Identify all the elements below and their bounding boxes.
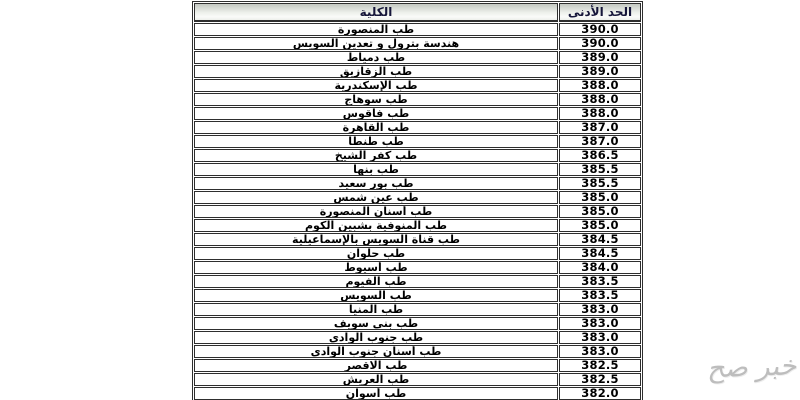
table-row: طب الفيوم 383.5 [194, 275, 641, 288]
college-cell: طب العريش [194, 373, 558, 386]
min-score-cell: 385.0 [559, 205, 641, 218]
min-score-cell: 382.5 [559, 359, 641, 372]
table-row: طب أسوان 382.0 [194, 387, 641, 400]
college-cell: طب المنيا [194, 303, 558, 316]
college-cell: طب بور سعيد [194, 177, 558, 190]
table-row: طب أسنان جنوب الوادي 383.0 [194, 345, 641, 358]
table-row: طب حلوان 384.5 [194, 247, 641, 260]
college-cell: طب كفر الشيخ [194, 149, 558, 162]
table-row: طب دمياط 389.0 [194, 51, 641, 64]
table-row: طب عين شمس 385.0 [194, 191, 641, 204]
watermark: خبر صح [705, 350, 800, 385]
table-row: طب الاقصر 382.5 [194, 359, 641, 372]
min-score-cell: 386.5 [559, 149, 641, 162]
college-cell: طب بنها [194, 163, 558, 176]
college-cell: طب السويس [194, 289, 558, 302]
college-cell: هندسة بترول و تعدين السويس [194, 37, 558, 50]
college-cell: طب أسنان المنصورة [194, 205, 558, 218]
college-cell: طب الإسكندرية [194, 79, 558, 92]
table-row: طب كفر الشيخ 386.5 [194, 149, 641, 162]
table-row: طب المنوفية بشبين الكوم 385.0 [194, 219, 641, 232]
min-score-cell: 390.0 [559, 23, 641, 36]
min-score-cell: 383.0 [559, 331, 641, 344]
min-score-column-header: الحد الأدنى [559, 3, 641, 22]
min-score-cell: 384.5 [559, 233, 641, 246]
min-score-cell: 383.0 [559, 345, 641, 358]
college-cell: طب الزقازيق [194, 65, 558, 78]
college-cell: طب أسنان جنوب الوادي [194, 345, 558, 358]
college-cell: طب الاقصر [194, 359, 558, 372]
college-column-header: الكلية [194, 3, 558, 22]
min-score-cell: 383.0 [559, 303, 641, 316]
table-row: طب بني سويف 383.0 [194, 317, 641, 330]
college-cell: طب جنوب الوادي [194, 331, 558, 344]
min-score-cell: 389.0 [559, 51, 641, 64]
min-score-cell: 383.5 [559, 289, 641, 302]
table-row: طب المنيا 383.0 [194, 303, 641, 316]
min-score-cell: 384.5 [559, 247, 641, 260]
college-cell: طب طنطا [194, 135, 558, 148]
min-score-cell: 385.5 [559, 163, 641, 176]
college-cell: طب أسوان [194, 387, 558, 400]
table-row: طب قناة السويس بالإسماعيلية 384.5 [194, 233, 641, 246]
college-cell: طب أسيوط [194, 261, 558, 274]
table-body: طب المنصورة 390.0 هندسة بترول و تعدين السو… [194, 23, 641, 400]
min-score-cell: 382.0 [559, 387, 641, 400]
college-cell: طب القاهرة [194, 121, 558, 134]
min-score-cell: 384.0 [559, 261, 641, 274]
college-cell: طب عين شمس [194, 191, 558, 204]
min-score-cell: 388.0 [559, 107, 641, 120]
table-row: طب القاهرة 387.0 [194, 121, 641, 134]
min-score-cell: 389.0 [559, 65, 641, 78]
table-row: طب بنها 385.5 [194, 163, 641, 176]
college-cell: طب حلوان [194, 247, 558, 260]
min-score-cell: 385.5 [559, 177, 641, 190]
min-score-cell: 382.5 [559, 373, 641, 386]
table-row: طب بور سعيد 385.5 [194, 177, 641, 190]
table-row: طب جنوب الوادي 383.0 [194, 331, 641, 344]
table-row: طب الزقازيق 389.0 [194, 65, 641, 78]
min-score-cell: 383.0 [559, 317, 641, 330]
min-score-cell: 387.0 [559, 135, 641, 148]
table-row: طب فاقوس 388.0 [194, 107, 641, 120]
college-cell: طب سوهاج [194, 93, 558, 106]
table-row: طب سوهاج 388.0 [194, 93, 641, 106]
min-score-cell: 383.5 [559, 275, 641, 288]
min-score-cell: 390.0 [559, 37, 641, 50]
college-cell: طب فاقوس [194, 107, 558, 120]
college-cell: طب المنصورة [194, 23, 558, 36]
min-score-cell: 387.0 [559, 121, 641, 134]
min-score-cell: 388.0 [559, 79, 641, 92]
min-score-cell: 385.0 [559, 191, 641, 204]
min-score-cell: 388.0 [559, 93, 641, 106]
table-row: طب أسيوط 384.0 [194, 261, 641, 274]
results-table: الكلية الحد الأدنى طب المنصورة 390.0 هندسة… [192, 1, 643, 400]
college-cell: طب قناة السويس بالإسماعيلية [194, 233, 558, 246]
table-row: طب طنطا 387.0 [194, 135, 641, 148]
table-row: طب أسنان المنصورة 385.0 [194, 205, 641, 218]
college-cell: طب دمياط [194, 51, 558, 64]
header-row: الكلية الحد الأدنى [194, 3, 641, 22]
table-row: طب السويس 383.5 [194, 289, 641, 302]
table-row: طب العريش 382.5 [194, 373, 641, 386]
table-row: طب المنصورة 390.0 [194, 23, 641, 36]
college-cell: طب المنوفية بشبين الكوم [194, 219, 558, 232]
college-cell: طب بني سويف [194, 317, 558, 330]
table-row: هندسة بترول و تعدين السويس 390.0 [194, 37, 641, 50]
min-score-cell: 385.0 [559, 219, 641, 232]
table-row: طب الإسكندرية 388.0 [194, 79, 641, 92]
college-cell: طب الفيوم [194, 275, 558, 288]
